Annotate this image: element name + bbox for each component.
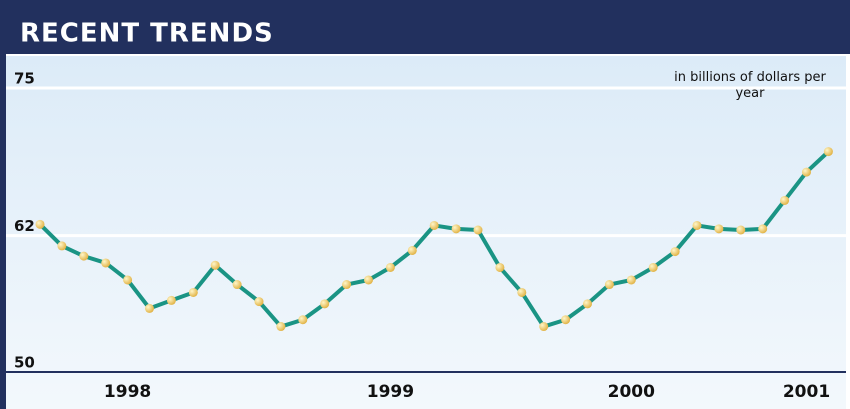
- y-tick-label: 75: [14, 70, 35, 88]
- data-point: [714, 224, 724, 234]
- data-point: [407, 245, 417, 255]
- data-point: [145, 303, 154, 313]
- data-point: [561, 315, 571, 325]
- data-point: [758, 224, 768, 234]
- data-point: [166, 295, 176, 305]
- data-point: [823, 147, 833, 157]
- title-bar: [0, 0, 850, 54]
- data-point: [364, 275, 373, 285]
- y-tick-label: 50: [14, 354, 35, 372]
- x-tick-label: 1998: [104, 382, 151, 402]
- data-point: [583, 299, 592, 309]
- data-point: [210, 260, 220, 270]
- data-point: [802, 167, 811, 177]
- y-tick-label: 62: [14, 217, 35, 235]
- data-point: [451, 224, 461, 234]
- data-point: [780, 195, 790, 205]
- chart-title: RECENT TRENDS: [20, 19, 274, 49]
- data-point: [626, 275, 636, 285]
- data-point: [298, 315, 308, 325]
- x-tick-label: 2000: [608, 382, 655, 402]
- data-point: [473, 225, 483, 235]
- data-point: [692, 220, 702, 230]
- data-point: [35, 219, 45, 229]
- left-border: [0, 54, 6, 409]
- data-point: [429, 220, 439, 230]
- data-point: [736, 225, 746, 235]
- data-point: [123, 275, 133, 285]
- data-point: [342, 280, 352, 290]
- data-point: [254, 297, 264, 307]
- x-tick-label: 1999: [367, 382, 414, 402]
- data-point: [495, 262, 505, 272]
- annotation: in billions of dollars per year: [674, 70, 826, 101]
- data-point: [320, 299, 330, 309]
- data-point: [232, 280, 242, 290]
- data-point: [517, 287, 527, 297]
- data-point: [188, 287, 198, 297]
- x-tick-label: 2001: [783, 382, 830, 402]
- data-point: [57, 241, 67, 251]
- data-point: [670, 247, 680, 257]
- data-point: [276, 322, 286, 332]
- data-point: [604, 280, 614, 290]
- data-point: [79, 251, 89, 261]
- annotation-box: in billions of dollars per year: [674, 70, 826, 101]
- data-point: [539, 322, 549, 332]
- data-point: [648, 262, 658, 272]
- data-point: [385, 262, 395, 272]
- data-point: [101, 258, 111, 268]
